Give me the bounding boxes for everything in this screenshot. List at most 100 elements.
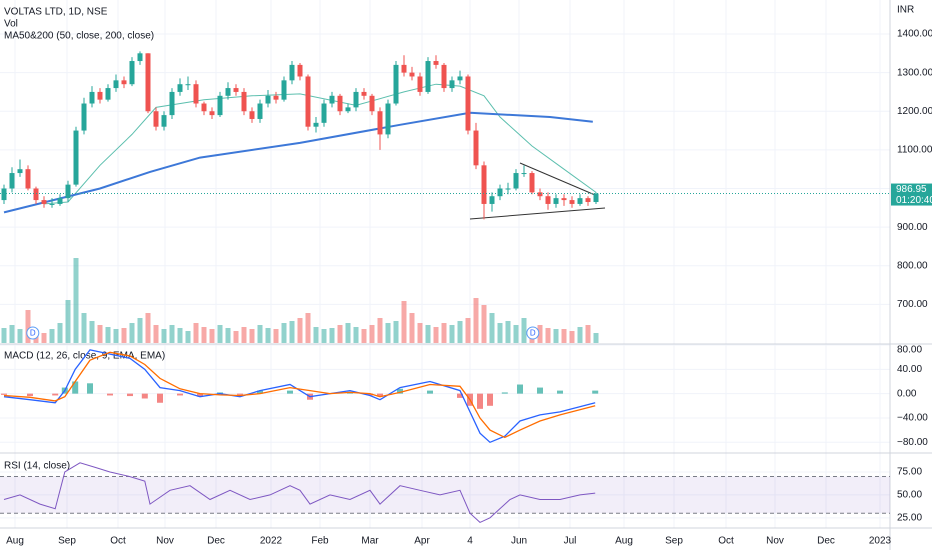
volume-bar: [585, 325, 591, 343]
candle-body: [489, 196, 495, 204]
candle-body: [393, 64, 399, 104]
macd-histogram: [367, 393, 373, 396]
volume-bar: [353, 327, 359, 343]
x-tick-label: Oct: [718, 536, 734, 547]
candle-body: [321, 103, 327, 123]
volume-bar: [57, 323, 63, 343]
volume-bar: [257, 325, 263, 343]
currency: INR: [897, 5, 914, 16]
candle-body: [65, 184, 71, 199]
candle-body: [385, 103, 391, 135]
y-tick-label: 1300.00: [897, 67, 932, 78]
candle-body: [1, 188, 7, 201]
macd-histogram: [457, 393, 463, 398]
volume-bar: [273, 329, 279, 343]
volume-bar: [345, 323, 351, 343]
volume-bar: [497, 323, 503, 343]
macd-histogram: [377, 393, 383, 397]
candle-body: [57, 198, 63, 204]
candle-body: [593, 193, 599, 203]
volume-bar: [417, 323, 423, 343]
macd-histogram: [127, 393, 133, 397]
volume-bar: [41, 333, 47, 343]
volume-bar: [49, 329, 55, 343]
volume-bar: [185, 331, 191, 343]
macd-histogram: [592, 390, 599, 394]
macd-histogram: [557, 390, 563, 394]
candle-body: [521, 173, 527, 175]
candle-body: [345, 107, 351, 112]
dividend-label: D: [530, 329, 536, 338]
candle-body: [233, 88, 239, 92]
volume-bar: [489, 313, 495, 343]
y-tick-label: −40.00: [897, 413, 928, 424]
candle-body: [185, 84, 191, 86]
macd-histogram: [197, 393, 203, 397]
volume-bar: [201, 327, 207, 343]
macd-histogram: [87, 383, 93, 394]
candle-body: [81, 103, 87, 131]
candle-body: [313, 122, 319, 127]
volume-bar: [305, 313, 311, 343]
candle-body: [201, 103, 207, 112]
candle-body: [9, 173, 15, 189]
candle-body: [129, 61, 135, 85]
candle-body: [497, 188, 503, 197]
volume-bar: [577, 327, 583, 343]
candle-body: [305, 76, 311, 127]
volume-bar: [337, 325, 343, 343]
candle-body: [433, 61, 439, 65]
volume-bar: [449, 325, 455, 343]
candle-body: [153, 111, 159, 127]
candle-body: [17, 169, 23, 174]
candle-body: [265, 95, 271, 104]
x-tick-label: Dec: [207, 536, 225, 547]
candle-body: [169, 91, 175, 116]
volume-bar: [121, 328, 127, 343]
volume-bar: [457, 321, 463, 343]
candle-body: [89, 91, 95, 104]
x-tick-label: 2023: [869, 536, 892, 547]
dividend-label: D: [30, 329, 36, 338]
macd-histogram: [237, 393, 243, 395]
candle-body: [49, 203, 55, 205]
x-tick-label: 4: [467, 536, 473, 547]
candle-body: [33, 188, 39, 201]
macd-histogram: [72, 381, 79, 394]
macd-histogram: [27, 393, 33, 397]
volume-bar: [289, 321, 295, 343]
y-tick-label: 1100.00: [897, 145, 932, 156]
candle-body: [449, 80, 455, 89]
x-tick-label: Jul: [564, 536, 577, 547]
volume-bar: [161, 329, 167, 343]
candle-body: [401, 64, 407, 73]
candle-body: [145, 53, 151, 112]
macd-histogram: [537, 387, 543, 394]
volume-bar: [361, 329, 367, 343]
rsi-line: [3, 462, 596, 523]
volume-bar: [545, 328, 551, 343]
x-tick-label: Mar: [361, 536, 379, 547]
macd-histogram: [1, 393, 7, 395]
volume-bar: [569, 331, 575, 343]
x-tick-label: Nov: [766, 536, 784, 547]
y-tick-label: 75.00: [897, 467, 922, 478]
volume-bar: [177, 328, 183, 343]
volume-bar: [1, 328, 7, 343]
candle-body: [409, 72, 415, 77]
volume-bar: [233, 331, 239, 343]
candle-body: [537, 192, 543, 197]
candle-body: [361, 91, 367, 96]
volume-bar: [145, 313, 151, 343]
volume-bar: [329, 328, 335, 343]
y-tick-label: 900.00: [897, 222, 928, 233]
candle-body: [257, 103, 263, 119]
rsi-label: RSI (14, close): [4, 461, 70, 472]
trendline: [519, 162, 596, 196]
candle-body: [417, 76, 423, 92]
x-tick-label: Sep: [58, 536, 76, 547]
candle-body: [273, 95, 279, 100]
volume-bar: [17, 329, 23, 343]
dividend-marker: [26, 326, 40, 340]
candle-body: [105, 88, 111, 100]
